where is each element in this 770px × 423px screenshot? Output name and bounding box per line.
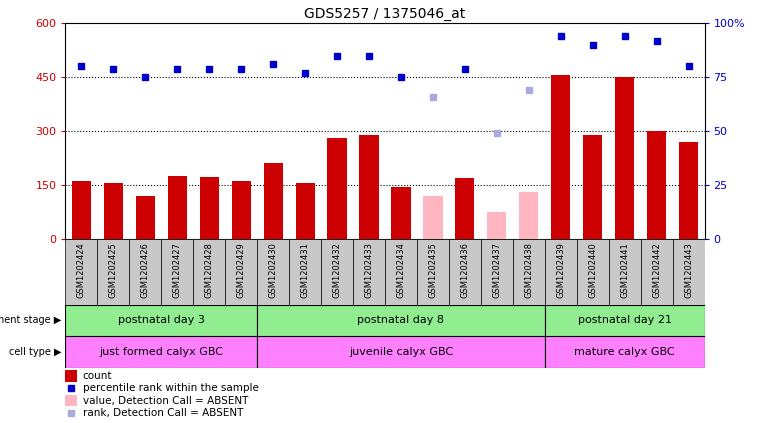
Bar: [104, 183, 123, 239]
Bar: [615, 77, 634, 239]
Text: rank, Detection Call = ABSENT: rank, Detection Call = ABSENT: [82, 408, 243, 418]
Text: GSM1202434: GSM1202434: [397, 242, 406, 298]
Text: percentile rank within the sample: percentile rank within the sample: [82, 383, 259, 393]
Bar: [65, 371, 77, 382]
Text: GSM1202433: GSM1202433: [364, 242, 373, 298]
Bar: [647, 131, 666, 239]
Text: GDS5257 / 1375046_at: GDS5257 / 1375046_at: [304, 7, 466, 21]
Text: postnatal day 8: postnatal day 8: [357, 316, 444, 325]
Text: postnatal day 3: postnatal day 3: [118, 316, 205, 325]
Bar: [551, 75, 571, 239]
Bar: [583, 135, 602, 239]
Bar: [232, 181, 251, 239]
Bar: [385, 239, 417, 305]
Bar: [577, 239, 609, 305]
Text: GSM1202441: GSM1202441: [620, 242, 629, 298]
Bar: [98, 239, 129, 305]
Bar: [290, 239, 321, 305]
Bar: [72, 181, 91, 239]
Text: GSM1202435: GSM1202435: [428, 242, 437, 298]
Bar: [487, 212, 507, 239]
Bar: [679, 142, 698, 239]
Text: count: count: [82, 371, 112, 381]
Bar: [65, 305, 257, 336]
Bar: [257, 239, 290, 305]
Bar: [129, 239, 162, 305]
Bar: [513, 239, 545, 305]
Bar: [449, 239, 480, 305]
Bar: [327, 138, 346, 239]
Text: juvenile calyx GBC: juvenile calyx GBC: [349, 347, 453, 357]
Text: GSM1202431: GSM1202431: [300, 242, 310, 298]
Text: cell type ▶: cell type ▶: [9, 347, 62, 357]
Text: postnatal day 21: postnatal day 21: [578, 316, 671, 325]
Text: GSM1202439: GSM1202439: [556, 242, 565, 298]
Bar: [455, 178, 474, 239]
Bar: [641, 239, 673, 305]
Text: mature calyx GBC: mature calyx GBC: [574, 347, 675, 357]
Bar: [65, 239, 97, 305]
Text: GSM1202440: GSM1202440: [588, 242, 598, 298]
Text: GSM1202427: GSM1202427: [172, 242, 182, 298]
Bar: [545, 305, 705, 336]
Bar: [424, 196, 443, 239]
Bar: [162, 239, 193, 305]
Bar: [391, 187, 410, 239]
Bar: [257, 305, 545, 336]
Bar: [673, 239, 705, 305]
Bar: [168, 176, 187, 239]
Bar: [321, 239, 353, 305]
Bar: [136, 196, 155, 239]
Bar: [545, 336, 705, 368]
Bar: [353, 239, 385, 305]
Text: GSM1202437: GSM1202437: [492, 242, 501, 298]
Text: GSM1202436: GSM1202436: [460, 242, 470, 298]
Bar: [65, 395, 77, 407]
Text: GSM1202432: GSM1202432: [333, 242, 342, 298]
Bar: [199, 177, 219, 239]
Bar: [417, 239, 449, 305]
Text: GSM1202443: GSM1202443: [684, 242, 693, 298]
Bar: [545, 239, 577, 305]
Bar: [519, 192, 538, 239]
Text: just formed calyx GBC: just formed calyx GBC: [99, 347, 223, 357]
Bar: [360, 135, 379, 239]
Bar: [609, 239, 641, 305]
Text: GSM1202425: GSM1202425: [109, 242, 118, 298]
Bar: [226, 239, 257, 305]
Text: value, Detection Call = ABSENT: value, Detection Call = ABSENT: [82, 396, 248, 406]
Bar: [480, 239, 513, 305]
Text: GSM1202430: GSM1202430: [269, 242, 278, 298]
Text: GSM1202442: GSM1202442: [652, 242, 661, 298]
Bar: [65, 336, 257, 368]
Text: GSM1202426: GSM1202426: [141, 242, 150, 298]
Text: GSM1202438: GSM1202438: [524, 242, 534, 298]
Bar: [296, 183, 315, 239]
Bar: [257, 336, 545, 368]
Text: development stage ▶: development stage ▶: [0, 316, 62, 325]
Text: GSM1202428: GSM1202428: [205, 242, 214, 298]
Text: GSM1202429: GSM1202429: [236, 242, 246, 298]
Bar: [263, 164, 283, 239]
Bar: [193, 239, 226, 305]
Text: GSM1202424: GSM1202424: [77, 242, 86, 298]
